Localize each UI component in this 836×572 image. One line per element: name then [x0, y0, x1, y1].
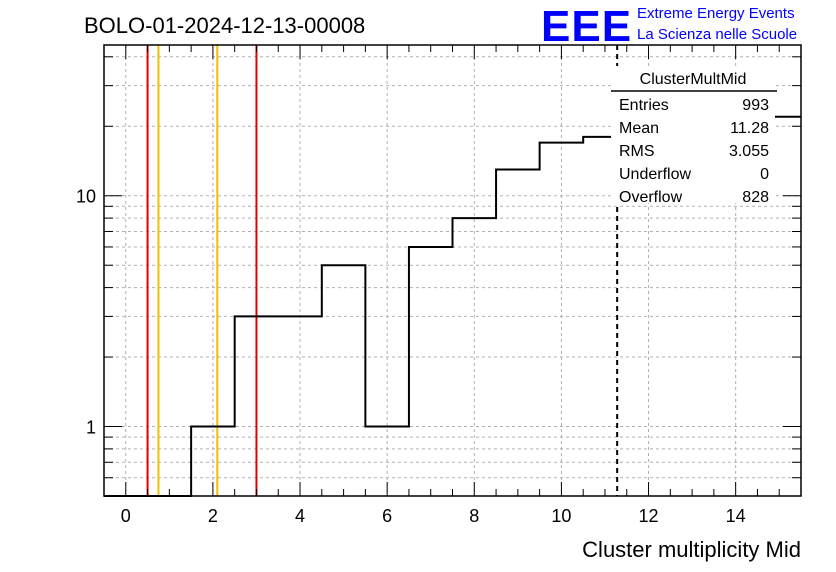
x-tick-label: 4 [295, 506, 305, 526]
x-tick-label: 2 [208, 506, 218, 526]
axis-ticks [103, 45, 802, 497]
y-tick-label: 10 [76, 187, 96, 207]
stats-row-value: 11.28 [730, 120, 769, 137]
stats-rows: Entries 993 Mean 11.28 RMS 3.055 Underflow 0 Ove… [619, 97, 769, 206]
logo-mark: EEE [541, 2, 632, 51]
chart-title: BOLO-01-2024-12-13-00008 [84, 13, 365, 38]
stats-row-label: RMS [619, 143, 655, 160]
marker-lines [146, 45, 619, 496]
x-tick-label: 0 [121, 506, 131, 526]
stats-row-value: 828 [742, 189, 769, 206]
x-tick-label: 8 [469, 506, 479, 526]
stats-box-bg [611, 66, 775, 203]
tick-labels: 0 2 4 6 8 10 12 14 1 10 [76, 187, 746, 526]
stats-row-value: 0 [760, 166, 769, 183]
stats-row-label: Mean [619, 120, 659, 137]
x-tick-label: 10 [551, 506, 571, 526]
stats-row-label: Underflow [619, 166, 691, 183]
x-axis-label: Cluster multiplicity Mid [582, 537, 801, 562]
stats-row-value: 3.055 [729, 143, 769, 160]
logo-line2: La Scienza nelle Scuole [637, 26, 797, 43]
stats-row-label: Entries [619, 97, 669, 114]
stats-title: ClusterMultMid [640, 71, 747, 88]
x-tick-label: 12 [639, 506, 659, 526]
x-tick-label: 6 [382, 506, 392, 526]
stats-row-value: 993 [742, 97, 769, 114]
y-tick-label: 1 [86, 418, 96, 438]
stats-row-label: Overflow [619, 189, 683, 206]
x-tick-label: 14 [726, 506, 746, 526]
stats-box: ClusterMultMid Entries 993 Mean 11.28 RMS 3.0… [611, 66, 777, 206]
eee-logo: EEE Extreme Energy Events La Scienza nel… [541, 2, 797, 51]
logo-line1: Extreme Energy Events [637, 5, 795, 22]
